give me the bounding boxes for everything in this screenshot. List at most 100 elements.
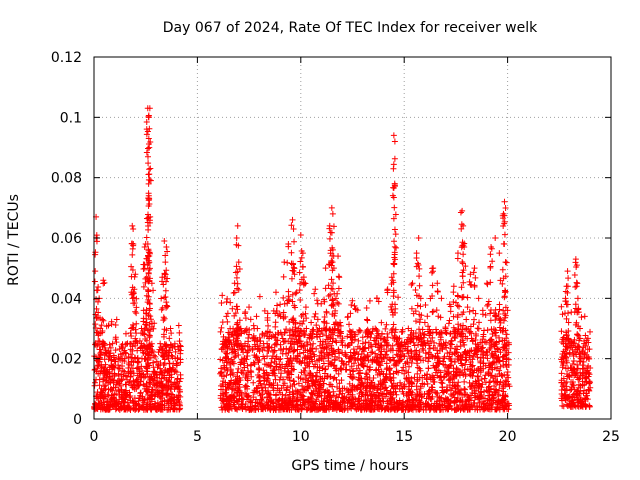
- data-point: [328, 276, 335, 283]
- data-point: [111, 364, 118, 371]
- data-point: [496, 357, 503, 364]
- data-point: [585, 370, 592, 377]
- data-point: [494, 391, 501, 398]
- data-point: [160, 317, 167, 324]
- data-point: [564, 289, 571, 296]
- data-point: [330, 400, 337, 407]
- data-point: [437, 336, 444, 343]
- data-point: [282, 392, 289, 399]
- data-point: [158, 395, 165, 402]
- data-point: [328, 204, 335, 211]
- data-point: [366, 367, 373, 374]
- data-point: [271, 334, 278, 341]
- data-point: [101, 383, 108, 390]
- data-point: [144, 240, 151, 247]
- data-point: [488, 372, 495, 379]
- data-point: [375, 347, 382, 354]
- data-point: [332, 337, 339, 344]
- data-point: [444, 350, 451, 357]
- data-point: [429, 329, 436, 336]
- data-point: [423, 395, 430, 402]
- data-point: [574, 365, 581, 372]
- data-point: [119, 367, 126, 374]
- x-tick-label: 20: [499, 429, 517, 445]
- data-point: [295, 388, 302, 395]
- data-point: [324, 373, 331, 380]
- data-point: [501, 212, 508, 219]
- data-point: [166, 349, 173, 356]
- data-point: [238, 359, 245, 366]
- data-point: [227, 299, 234, 306]
- data-point: [435, 367, 442, 374]
- data-point: [302, 304, 309, 311]
- data-point: [434, 390, 441, 397]
- data-point: [309, 380, 316, 387]
- data-point: [175, 322, 182, 329]
- data-point: [169, 364, 176, 371]
- data-point: [93, 238, 100, 245]
- data-point: [239, 367, 246, 374]
- data-point: [286, 346, 293, 353]
- data-point: [145, 160, 152, 167]
- data-point: [344, 333, 351, 340]
- data-point: [360, 363, 367, 370]
- data-point: [278, 402, 285, 409]
- data-point: [370, 384, 377, 391]
- data-point: [291, 381, 298, 388]
- data-point: [134, 355, 141, 362]
- data-point: [486, 337, 493, 344]
- data-point: [163, 327, 170, 334]
- data-point: [280, 382, 287, 389]
- data-point: [299, 311, 306, 318]
- data-point: [439, 345, 446, 352]
- data-point: [145, 176, 152, 183]
- y-tick-label: 0.02: [51, 352, 82, 368]
- data-point: [583, 337, 590, 344]
- data-point: [471, 265, 478, 272]
- data-point: [586, 387, 593, 394]
- data-point: [392, 326, 399, 333]
- data-point: [391, 238, 398, 245]
- data-point: [338, 330, 345, 337]
- data-point: [94, 362, 101, 369]
- data-point: [312, 310, 319, 317]
- data-point: [322, 285, 329, 292]
- data-point: [329, 246, 336, 253]
- data-point: [363, 304, 370, 311]
- data-point: [332, 295, 339, 302]
- data-point: [579, 398, 586, 405]
- x-tick-labels: 0 5 10 15 20 25: [90, 429, 620, 445]
- data-point: [446, 317, 453, 324]
- data-point: [279, 350, 286, 357]
- data-point: [433, 307, 440, 314]
- data-point: [97, 389, 104, 396]
- data-point: [160, 331, 167, 338]
- data-point: [133, 304, 140, 311]
- data-point: [128, 263, 135, 270]
- data-point: [480, 333, 487, 340]
- data-point: [382, 325, 389, 332]
- data-point: [155, 349, 162, 356]
- data-point: [140, 315, 147, 322]
- data-point: [427, 295, 434, 302]
- data-point: [254, 345, 261, 352]
- data-point: [503, 400, 510, 407]
- data-point: [114, 378, 121, 385]
- data-point: [280, 309, 287, 316]
- data-point: [329, 210, 336, 217]
- data-point: [138, 340, 145, 347]
- data-point: [282, 363, 289, 370]
- data-point: [128, 332, 135, 339]
- data-point: [146, 249, 153, 256]
- data-point: [330, 362, 337, 369]
- data-point: [101, 401, 108, 408]
- data-point: [330, 388, 337, 395]
- data-point: [290, 377, 297, 384]
- data-point: [265, 347, 272, 354]
- data-point: [451, 350, 458, 357]
- data-point: [466, 347, 473, 354]
- data-point: [235, 352, 242, 359]
- data-point: [495, 311, 502, 318]
- data-point: [235, 242, 242, 249]
- data-point: [568, 367, 575, 374]
